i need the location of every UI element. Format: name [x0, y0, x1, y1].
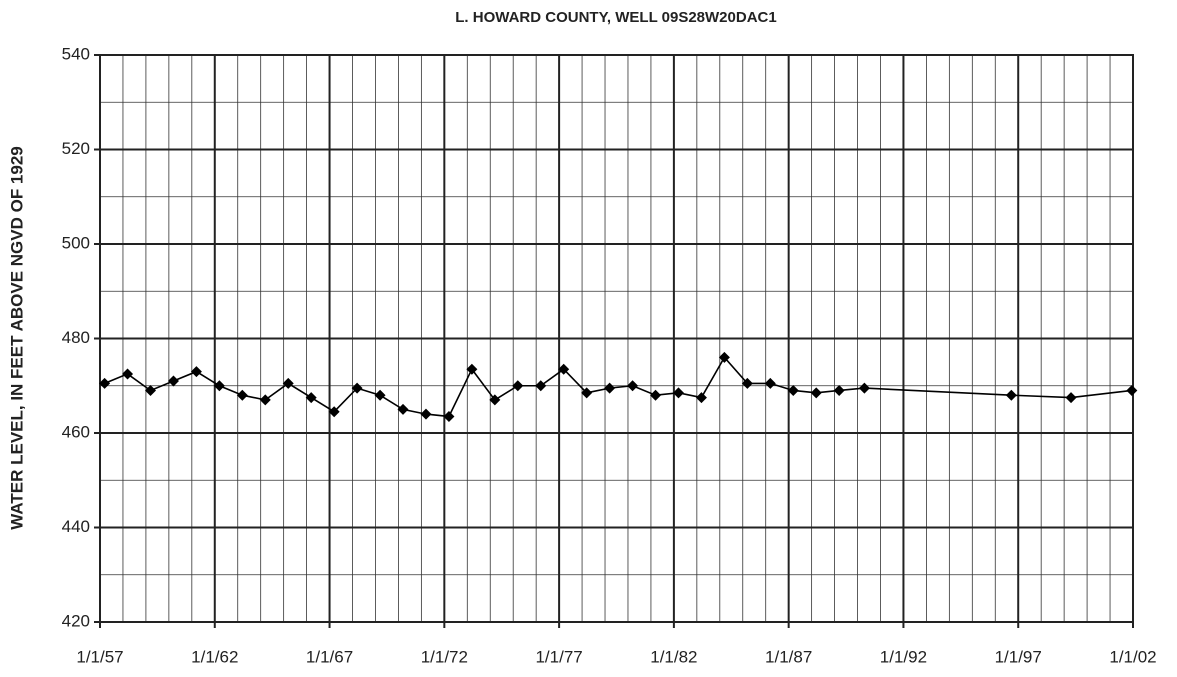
data-point: [489, 394, 501, 406]
data-point: [650, 389, 662, 401]
data-point: [443, 410, 455, 422]
y-tick-label: 520: [62, 139, 90, 158]
y-tick-label: 460: [62, 422, 90, 441]
data-line: [104, 356, 1132, 418]
data-point: [1005, 389, 1017, 401]
data-point: [672, 387, 684, 399]
y-axis-label: WATER LEVEL, IN FEET ABOVE NGVD OF 1929: [7, 146, 26, 530]
data-point: [213, 380, 225, 392]
x-tick-label: 1/1/92: [880, 647, 927, 666]
data-point: [122, 368, 134, 380]
data-point: [604, 382, 616, 394]
data-point: [420, 408, 432, 420]
data-point: [236, 389, 248, 401]
data-point: [167, 375, 179, 387]
data-point: [833, 384, 845, 396]
y-tick-label: 420: [62, 611, 90, 630]
x-tick-label: 1/1/82: [650, 647, 697, 666]
data-point: [259, 394, 271, 406]
data-point: [535, 380, 547, 392]
data-point: [190, 366, 202, 378]
data-point: [810, 387, 822, 399]
data-point: [581, 387, 593, 399]
x-tick-label: 1/1/72: [421, 647, 468, 666]
x-tick-label: 1/1/77: [535, 647, 582, 666]
x-tick-label: 1/1/62: [191, 647, 238, 666]
x-tick-label: 1/1/02: [1109, 647, 1156, 666]
data-point: [374, 389, 386, 401]
data-point: [1126, 384, 1138, 396]
data-point: [858, 382, 870, 394]
y-tick-label: 500: [62, 233, 90, 252]
data-point: [145, 384, 157, 396]
x-tick-label: 1/1/67: [306, 647, 353, 666]
plot-frame: [99, 54, 1134, 623]
x-tick-label: 1/1/57: [76, 647, 123, 666]
data-point: [764, 377, 776, 389]
data-point: [787, 384, 799, 396]
x-tick-label: 1/1/87: [765, 647, 812, 666]
data-point: [397, 403, 409, 415]
data-point: [558, 363, 570, 375]
data-point: [695, 392, 707, 404]
data-point: [741, 377, 753, 389]
data-point: [1065, 392, 1077, 404]
data-point: [305, 392, 317, 404]
chart-title: L. HOWARD COUNTY, WELL 09S28W20DAC1: [455, 9, 776, 26]
data-point: [627, 380, 639, 392]
data-point: [282, 377, 294, 389]
data-point: [466, 363, 478, 375]
y-tick-label: 480: [62, 328, 90, 347]
data-point: [718, 351, 730, 363]
x-tick-label: 1/1/97: [995, 647, 1042, 666]
data-point: [328, 406, 340, 418]
y-tick-label: 440: [62, 517, 90, 536]
y-tick-label: 540: [62, 44, 90, 63]
data-point: [99, 377, 111, 389]
data-point: [351, 382, 363, 394]
data-point: [512, 380, 524, 392]
